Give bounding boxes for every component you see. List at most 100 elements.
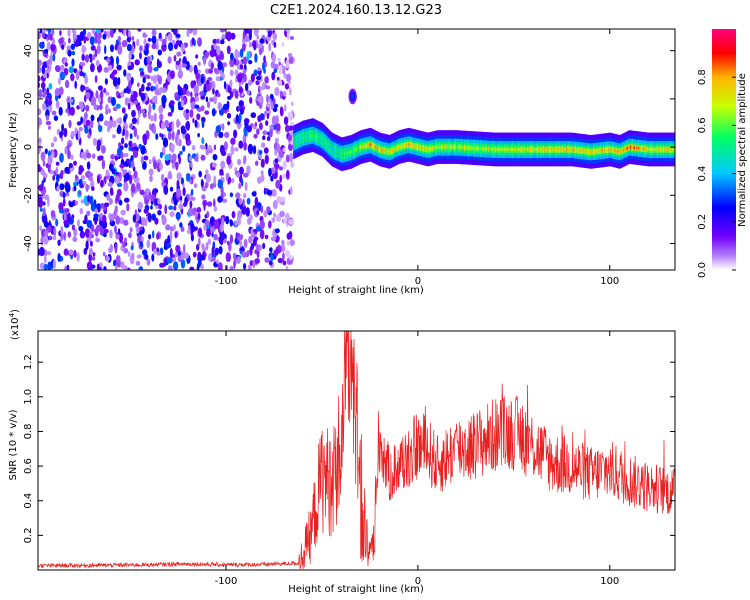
spectrogram-noise-cell <box>242 198 245 208</box>
spectrogram-ridge-cell <box>633 146 635 150</box>
spectrogram-ridge-cell <box>427 147 429 151</box>
spectrogram-ridge-cell <box>585 149 587 153</box>
spectrogram-ridge-cell <box>553 148 555 151</box>
spectrogram-ridge-cell <box>524 148 526 151</box>
spectrogram-ridge-cell <box>615 149 617 153</box>
spectrogram-noise-cell <box>129 123 133 129</box>
spectrogram-noise-cell <box>207 238 211 245</box>
spectrogram-noise-cell <box>246 51 250 61</box>
spectrogram-noise-cell <box>110 154 115 160</box>
spectrogram-noise-cell <box>189 200 193 209</box>
spectrogram-noise-cell <box>62 192 66 199</box>
spectrogram-noise-cell <box>96 144 101 152</box>
spectrogram-noise-cell <box>125 124 128 129</box>
spectrogram-ridge-cell <box>581 149 583 153</box>
spectrogram-ridge-cell <box>562 148 564 151</box>
spectrogram-ridge-cell <box>624 147 626 151</box>
spectrogram-noise-cell <box>153 112 157 123</box>
spectrogram-noise-cell <box>227 95 232 100</box>
snr-plot-frame <box>37 330 676 571</box>
spectrogram-noise-cell <box>152 230 155 239</box>
spectrogram-noise-cell <box>217 196 223 203</box>
spectrogram-noise-cell <box>90 63 95 73</box>
spectrogram-ridge-cell <box>395 147 398 150</box>
spectrogram-ridge-cell <box>507 148 509 151</box>
spectrogram-noise-cell <box>175 244 181 253</box>
spectrogram-noise-cell <box>167 131 172 141</box>
spectrogram-noise-cell <box>185 121 191 130</box>
spectrogram-ridge-cell <box>327 144 329 148</box>
spectrogram-ridge-cell <box>660 148 662 151</box>
spectrogram-noise-cell <box>148 168 154 176</box>
spectrogram-noise-cell <box>208 68 213 74</box>
spectrogram-noise-cell <box>272 189 277 197</box>
spectrogram-noise-cell <box>264 257 270 263</box>
spectrogram-noise-cell <box>91 29 96 35</box>
spectrogram-noise-cell <box>100 29 104 33</box>
spectrogram-ridge-cell <box>332 148 335 152</box>
spectrogram-ridge-cell <box>459 145 461 149</box>
spectrogram-noise-cell <box>89 57 93 63</box>
spectrogram-ridge-cell <box>408 143 411 147</box>
spectrogram-ridge-cell <box>550 148 552 151</box>
spectrogram-noise-cell <box>103 67 109 73</box>
spectrogram-noise-cell <box>191 145 196 151</box>
spectrogram-ridge-cell <box>645 147 647 151</box>
spectrogram-noise-cell <box>269 247 273 253</box>
spectrogram-ridge-cell <box>343 152 345 156</box>
spectrogram-y-tick-label: -40 <box>23 235 34 251</box>
spectrogram-ridge-cell <box>480 147 482 151</box>
spectrogram-noise-cell <box>55 100 60 109</box>
spectrogram-noise-cell <box>277 57 281 63</box>
spectrogram-noise-cell <box>171 143 175 153</box>
spectrogram-noise-cell <box>283 116 289 126</box>
spectrogram-ridge-cell <box>673 148 675 151</box>
spectrogram-ridge-cell <box>476 146 478 150</box>
spectrogram-x-tick-label: 0 <box>415 276 421 287</box>
spectrogram-noise-cell <box>226 112 232 119</box>
spectrogram-noise-cell <box>262 61 266 71</box>
spectrogram-ridge-cell <box>317 136 319 139</box>
spectrogram-noise-cell <box>249 42 252 48</box>
spectrogram-noise-cell <box>201 119 205 129</box>
spectrogram-ridge-cell <box>503 148 506 151</box>
spectrogram-noise-cell <box>48 83 53 90</box>
spectrogram-noise-cell <box>204 51 209 59</box>
spectrogram-noise-cell <box>117 44 123 55</box>
spectrogram-noise-cell <box>242 156 247 165</box>
spectrogram-noise-cell <box>217 102 223 111</box>
spectrogram-noise-cell <box>47 251 52 256</box>
spectrogram-ridge-cell <box>656 148 658 151</box>
spectrogram-noise-cell <box>264 76 269 84</box>
spectrogram-ridge-cell <box>466 146 468 150</box>
spectrogram-noise-cell <box>167 265 173 270</box>
spectrogram-ridge-cell <box>585 149 588 153</box>
spectrogram-noise-cell <box>43 177 46 183</box>
spectrogram-ridge-cell <box>378 147 380 151</box>
spectrogram-ridge-cell <box>389 150 391 154</box>
spectrogram-ridge-cell <box>395 147 397 151</box>
spectrogram-x-tick-label: 100 <box>600 276 619 287</box>
spectrogram-noise-cell <box>288 218 294 225</box>
spectrogram-noise-cell <box>106 58 111 63</box>
spectrogram-noise-cell <box>246 89 251 95</box>
spectrogram-ridge-cell <box>566 148 568 151</box>
spectrogram-noise-cell <box>193 183 198 189</box>
spectrogram-noise-cell <box>259 229 265 240</box>
spectrogram-noise-cell <box>171 121 175 131</box>
spectrogram-noise-cell <box>272 199 278 210</box>
spectrogram-noise-cell <box>284 124 290 133</box>
spectrogram-noise-cell <box>219 237 224 246</box>
spectrogram-noise-cell <box>75 174 78 180</box>
spectrogram-noise-cell <box>143 208 149 214</box>
spectrogram-noise-cell <box>159 132 162 137</box>
spectrogram-noise-cell <box>102 33 107 40</box>
spectrogram-ridge-cell <box>302 136 304 139</box>
snr-scale-exponent: 4 <box>8 312 16 317</box>
spectrogram-noise-cell <box>123 219 129 226</box>
spectrogram-ridge-cell <box>573 148 575 152</box>
spectrogram-noise-cell <box>146 56 150 64</box>
spectrogram-noise-cell <box>103 120 109 127</box>
snr-y-tick-label: 0.4 <box>23 493 34 509</box>
spectrogram-noise-cell <box>122 241 126 249</box>
